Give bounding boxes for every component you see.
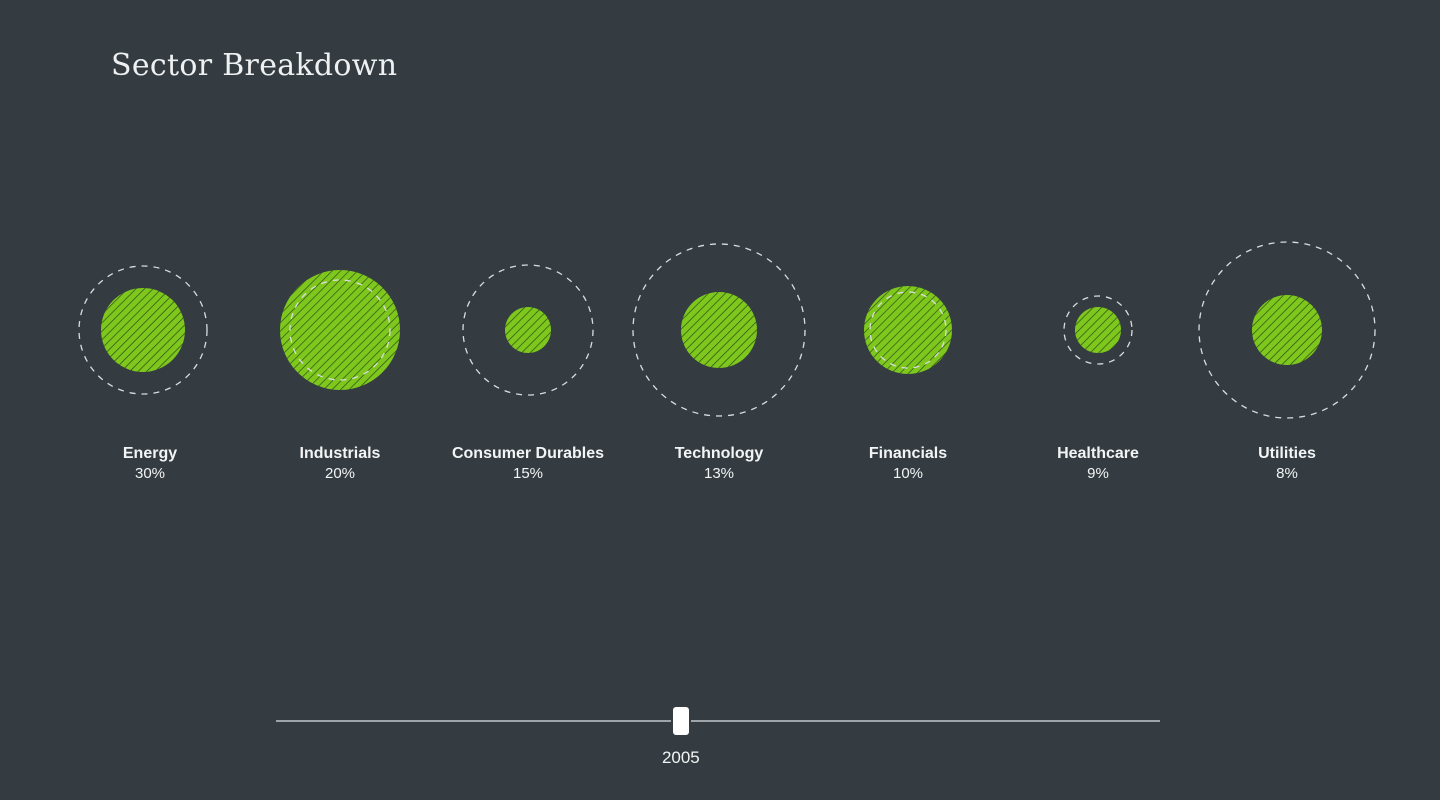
bubble-industrials[interactable]: Industrials 20%: [280, 270, 400, 482]
sector-name-label: Technology: [675, 445, 764, 462]
bubble-fill[interactable]: [280, 270, 400, 390]
bubble-comparison-ring: [632, 243, 806, 417]
slider-year-label: 2005: [661, 748, 700, 767]
bubble-fill[interactable]: [505, 307, 551, 353]
bubble-comparison-ring: [78, 265, 208, 395]
bubble-comparison-ring: [462, 264, 594, 396]
bubble-fill[interactable]: [1252, 295, 1322, 365]
slider-handle[interactable]: [670, 705, 691, 737]
sector-name-label: Industrials: [300, 445, 381, 462]
sector-value-label: 8%: [1276, 465, 1298, 482]
bubble-consumer-durables[interactable]: Consumer Durables 15%: [452, 264, 604, 482]
bubble-comparison-ring: [1198, 241, 1376, 419]
bubble-financials[interactable]: Financials 10%: [864, 286, 952, 482]
year-slider[interactable]: 2005: [276, 700, 1160, 780]
bubble-fill[interactable]: [1075, 307, 1121, 353]
bubble-healthcare[interactable]: Healthcare 9%: [1057, 295, 1139, 482]
sector-value-label: 15%: [513, 465, 543, 482]
bubble-group: Energy 30% Industrials 20% Consumer Durables…: [78, 241, 1376, 482]
bubble-fill[interactable]: [101, 288, 185, 372]
bubble-fill[interactable]: [681, 292, 757, 368]
bubble-technology[interactable]: Technology 13%: [632, 243, 806, 482]
sector-name-label: Consumer Durables: [452, 445, 604, 462]
bubble-fill[interactable]: [864, 286, 952, 374]
sector-name-label: Financials: [869, 445, 947, 462]
bubble-utilities[interactable]: Utilities 8%: [1198, 241, 1376, 482]
bubble-comparison-ring: [1063, 295, 1133, 365]
sector-name-label: Healthcare: [1057, 445, 1139, 462]
page-title: Sector Breakdown: [111, 48, 398, 83]
sector-value-label: 9%: [1087, 465, 1109, 482]
sector-value-label: 13%: [704, 465, 734, 482]
bubble-comparison-ring: [289, 279, 391, 381]
sector-value-label: 20%: [325, 465, 355, 482]
sector-name-label: Utilities: [1258, 445, 1316, 462]
slider-track[interactable]: [276, 720, 1160, 722]
sector-name-label: Energy: [123, 445, 177, 462]
sector-value-label: 10%: [893, 465, 923, 482]
bubble-comparison-ring: [869, 291, 947, 369]
sector-value-label: 30%: [135, 465, 165, 482]
bubble-energy[interactable]: Energy 30%: [78, 265, 208, 482]
